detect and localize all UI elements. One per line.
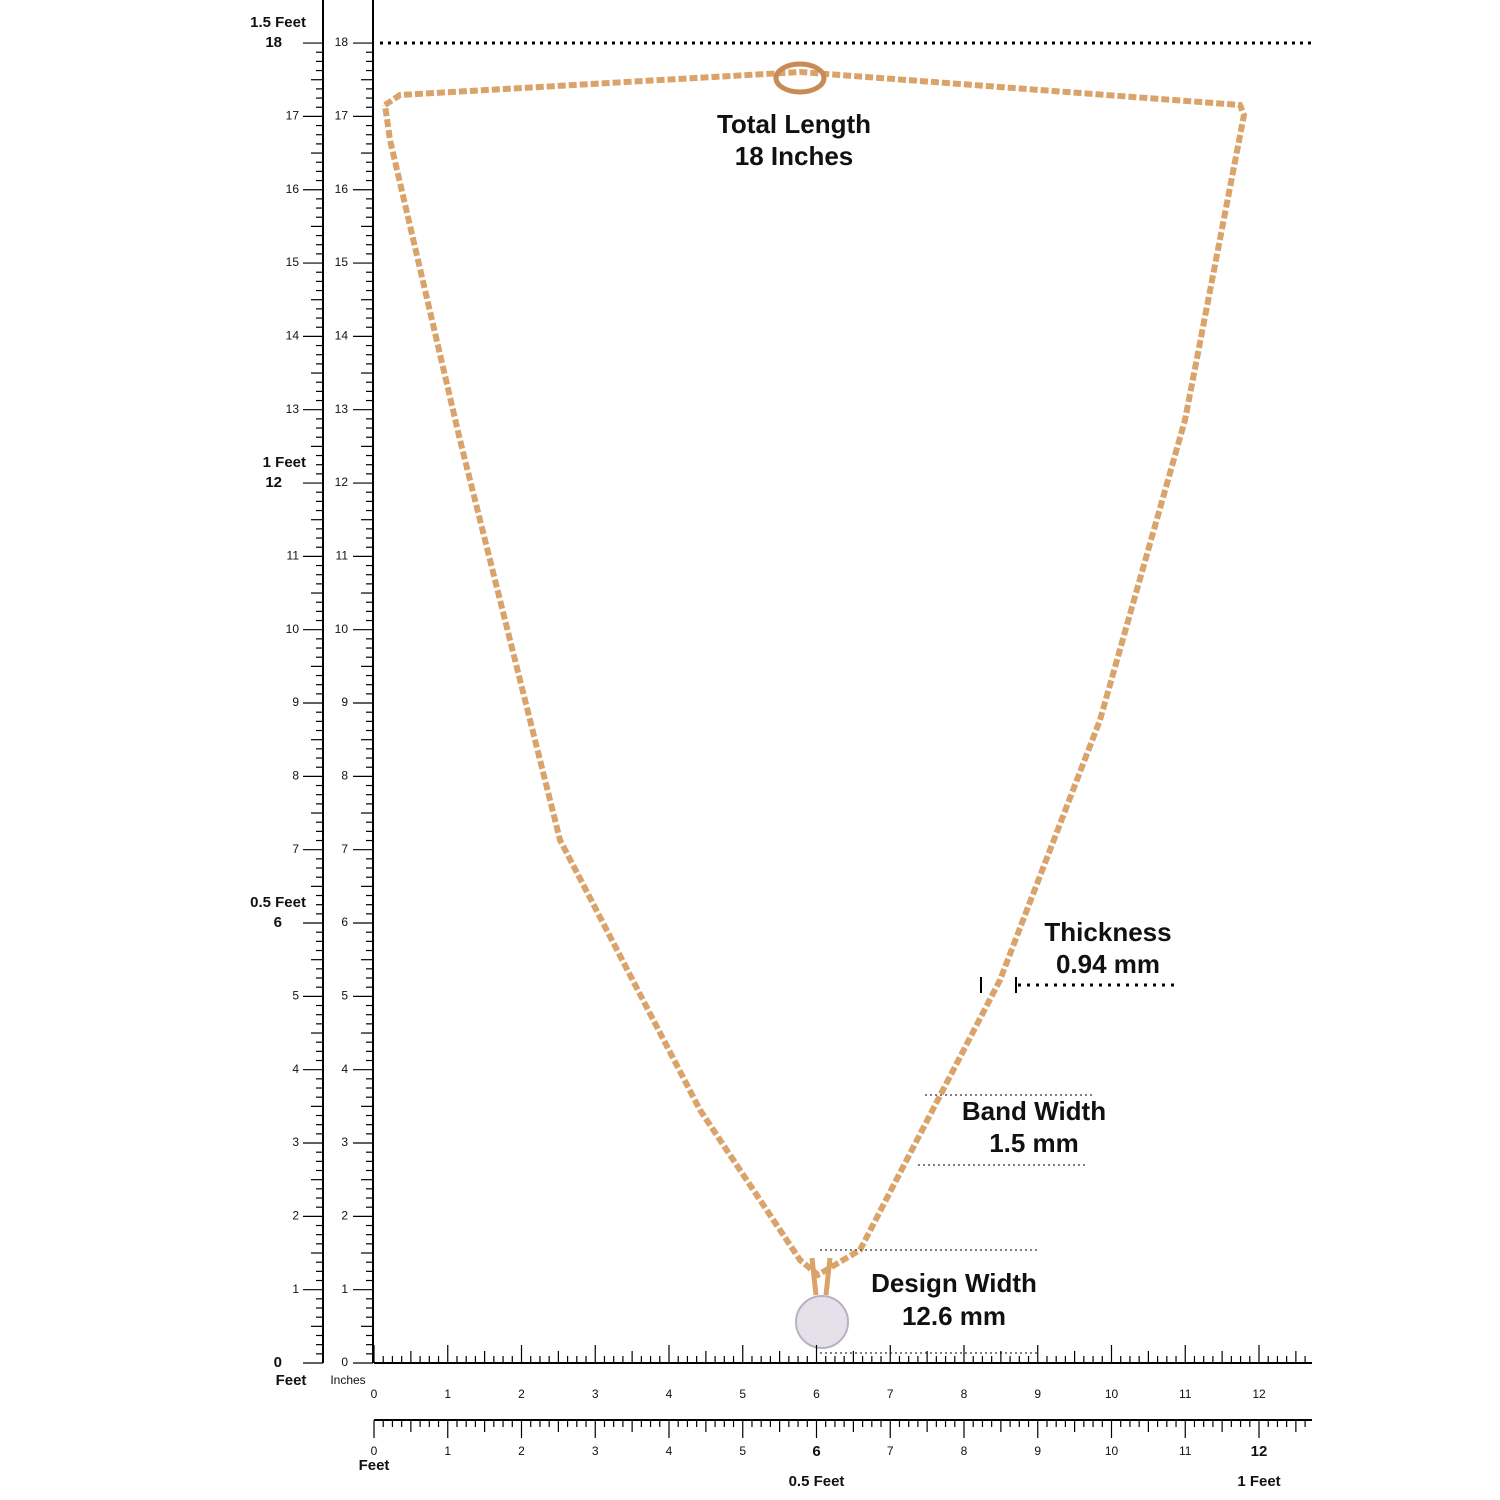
tick-label: 18 [265, 34, 282, 51]
feet-label: 1 Feet [1237, 1473, 1280, 1490]
tick-label: 17 [335, 109, 349, 123]
tick-label: 7 [341, 842, 348, 856]
tick-label: 1 [341, 1282, 348, 1296]
tick-label: 15 [286, 255, 300, 269]
tick-label: 9 [292, 695, 299, 709]
tick-label: 0 [371, 1444, 378, 1458]
annotation: Design Width [871, 1268, 1037, 1298]
tick-label: 3 [341, 1135, 348, 1149]
tick-label: 7 [292, 842, 299, 856]
tick-label: 13 [286, 402, 300, 416]
tick-label: 0 [341, 1355, 348, 1369]
tick-label: 8 [341, 769, 348, 783]
tick-label: 8 [961, 1444, 968, 1458]
tick-label: 9 [1034, 1444, 1041, 1458]
annotation: Band Width [962, 1096, 1106, 1126]
unit-label: Feet [359, 1457, 390, 1474]
annotation: 0.94 mm [1056, 949, 1160, 979]
tick-label: 16 [335, 182, 349, 196]
tick-label: 7 [887, 1444, 894, 1458]
tick-label: 4 [666, 1444, 673, 1458]
tick-label: 3 [592, 1387, 599, 1401]
tick-label: 18 [335, 35, 349, 49]
tick-label: 4 [292, 1062, 299, 1076]
tick-label: 11 [1179, 1444, 1192, 1458]
tick-label: 14 [335, 329, 349, 343]
annotation: Thickness [1044, 917, 1171, 947]
tick-label: 5 [739, 1444, 746, 1458]
tick-label: 15 [335, 255, 349, 269]
tick-label: 10 [1105, 1387, 1119, 1401]
tick-label: 2 [518, 1387, 525, 1401]
tick-label: 12 [335, 475, 349, 489]
annotation: Total Length [717, 109, 871, 139]
tick-label: 13 [335, 402, 349, 416]
tick-label: 12 [1251, 1443, 1268, 1460]
tick-label: 0 [274, 1354, 282, 1371]
tick-label: 3 [592, 1444, 599, 1458]
unit-label: Feet [276, 1372, 307, 1389]
gemstone [795, 1295, 849, 1349]
tick-label: 16 [286, 182, 300, 196]
tick-label: 0 [371, 1387, 378, 1401]
tick-label: 8 [961, 1387, 968, 1401]
feet-label: 1.5 Feet [250, 14, 306, 31]
tick-label: 5 [292, 989, 299, 1003]
tick-label: 9 [1034, 1387, 1041, 1401]
tick-label: 11 [287, 549, 300, 563]
bail [809, 1257, 833, 1296]
annotation: 12.6 mm [902, 1301, 1006, 1331]
tick-label: 1 [444, 1444, 451, 1458]
annotation: 18 Inches [735, 141, 854, 171]
tick-label: 4 [666, 1387, 673, 1401]
tick-label: 10 [1105, 1444, 1119, 1458]
tick-label: 3 [292, 1135, 299, 1149]
clasp [773, 61, 827, 95]
tick-label: 10 [286, 622, 300, 636]
unit-label: Inches [330, 1373, 365, 1387]
tick-label: 12 [1252, 1387, 1266, 1401]
tick-label: 17 [286, 109, 300, 123]
feet-label: 1 Feet [263, 454, 306, 471]
tick-label: 12 [265, 474, 282, 491]
tick-label: 7 [887, 1387, 894, 1401]
tick-label: 1 [292, 1282, 299, 1296]
tick-label: 2 [518, 1444, 525, 1458]
tick-label: 8 [292, 769, 299, 783]
tick-label: 2 [292, 1209, 299, 1223]
tick-label: 14 [286, 329, 300, 343]
tick-label: 2 [341, 1209, 348, 1223]
tick-label: 5 [739, 1387, 746, 1401]
tick-label: 11 [336, 549, 349, 563]
feet-label: 0.5 Feet [250, 894, 306, 911]
tick-label: 9 [341, 695, 348, 709]
tick-label: 1 [444, 1387, 451, 1401]
tick-label: 6 [813, 1387, 820, 1401]
tick-label: 11 [1179, 1387, 1192, 1401]
tick-label: 6 [812, 1443, 820, 1460]
tick-label: 4 [341, 1062, 348, 1076]
tick-label: 6 [341, 915, 348, 929]
tick-label: 10 [335, 622, 349, 636]
feet-label: 0.5 Feet [789, 1473, 845, 1490]
necklace-chain [382, 68, 1248, 1279]
annotation: 1.5 mm [989, 1128, 1079, 1158]
tick-label: 5 [341, 989, 348, 1003]
tick-label: 6 [274, 914, 282, 931]
